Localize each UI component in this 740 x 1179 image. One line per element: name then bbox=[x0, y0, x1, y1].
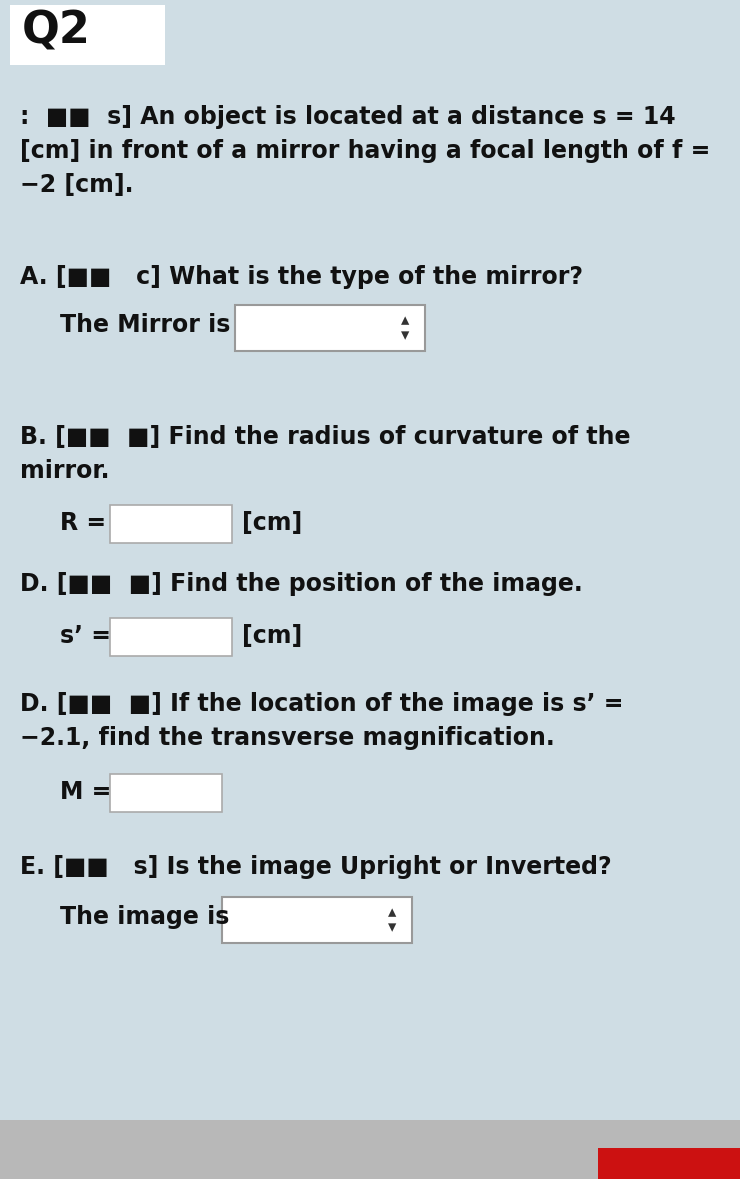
Text: s’ =: s’ = bbox=[60, 624, 111, 648]
Text: :  ■■  s] An object is located at a distance s = 14: : ■■ s] An object is located at a distan… bbox=[20, 105, 676, 129]
Text: [cm]: [cm] bbox=[242, 624, 302, 648]
Text: −2.1, find the transverse magnification.: −2.1, find the transverse magnification. bbox=[20, 726, 555, 750]
Text: B. [■■  ■] Find the radius of curvature of the: B. [■■ ■] Find the radius of curvature o… bbox=[20, 424, 630, 449]
FancyBboxPatch shape bbox=[110, 618, 232, 656]
Text: [cm]: [cm] bbox=[242, 511, 302, 535]
Text: D. [■■  ■] If the location of the image is s’ =: D. [■■ ■] If the location of the image i… bbox=[20, 692, 624, 716]
FancyBboxPatch shape bbox=[598, 1148, 740, 1179]
FancyBboxPatch shape bbox=[110, 505, 232, 544]
Text: −2 [cm].: −2 [cm]. bbox=[20, 173, 133, 197]
Text: Q2: Q2 bbox=[22, 9, 91, 52]
FancyBboxPatch shape bbox=[110, 773, 222, 812]
FancyBboxPatch shape bbox=[235, 305, 425, 351]
Text: D. [■■  ■] Find the position of the image.: D. [■■ ■] Find the position of the image… bbox=[20, 572, 583, 597]
Text: E. [■■   s] Is the image Upright or Inverted?: E. [■■ s] Is the image Upright or Invert… bbox=[20, 855, 612, 880]
Text: mirror.: mirror. bbox=[20, 459, 110, 483]
Text: A. [■■   c] What is the type of the mirror?: A. [■■ c] What is the type of the mirror… bbox=[20, 265, 583, 289]
Text: M =: M = bbox=[60, 780, 112, 804]
FancyBboxPatch shape bbox=[0, 1120, 740, 1179]
Text: R =: R = bbox=[60, 511, 106, 535]
Text: [cm] in front of a mirror having a focal length of f =: [cm] in front of a mirror having a focal… bbox=[20, 139, 710, 163]
Text: The image is: The image is bbox=[60, 905, 229, 929]
Text: ▴
▾: ▴ ▾ bbox=[388, 903, 396, 936]
Text: ▴
▾: ▴ ▾ bbox=[401, 311, 409, 344]
Text: The Mirror is: The Mirror is bbox=[60, 312, 230, 337]
FancyBboxPatch shape bbox=[222, 897, 412, 943]
FancyBboxPatch shape bbox=[10, 5, 165, 65]
